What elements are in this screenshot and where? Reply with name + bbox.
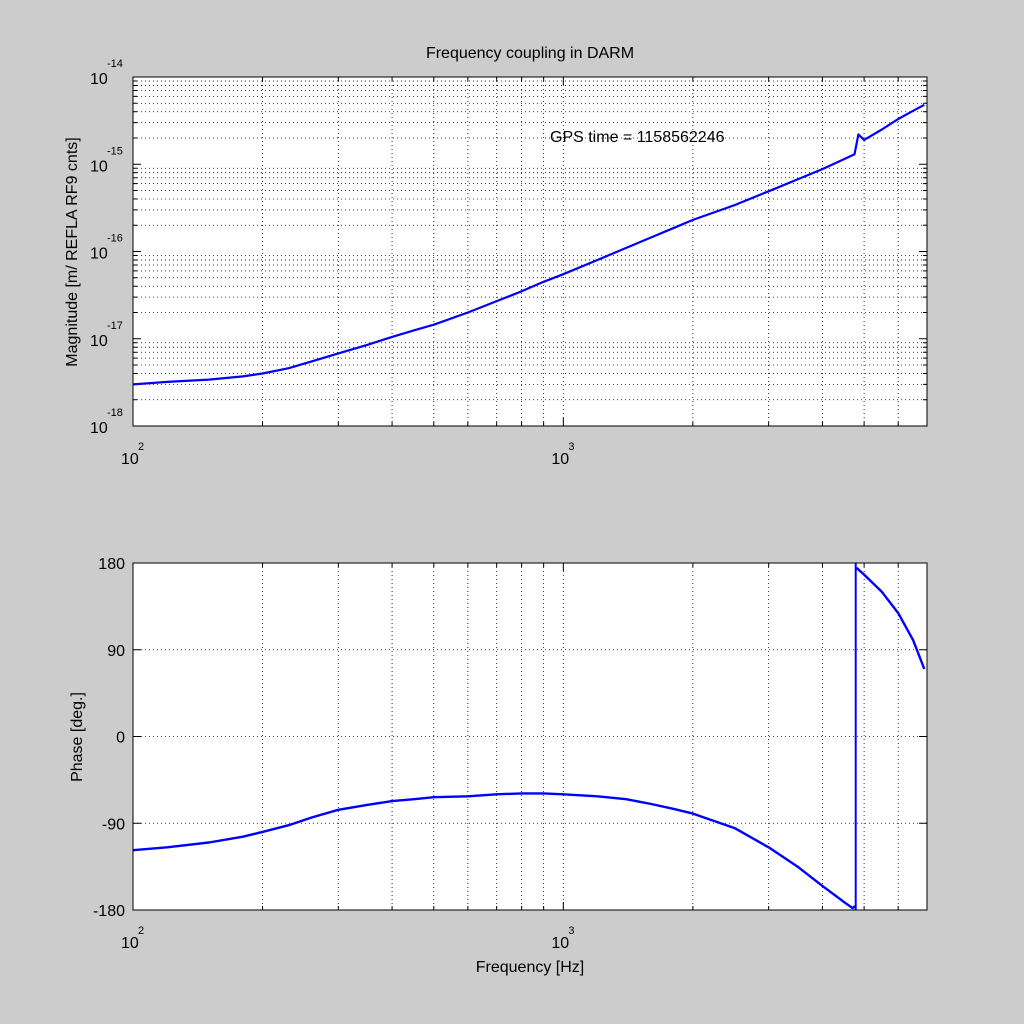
y-tick-label: 0 [116,730,125,747]
y-tick-label-base: 10 [90,71,108,88]
x-tick-label-exponent: 2 [138,925,144,937]
y-tick-label-base: 10 [90,420,108,437]
x-tick-label-base: 10 [551,935,569,952]
magnitude-annotation: GPS time = 1158562246 [550,129,725,146]
phase-series-lines [132,566,926,910]
phase-x-axis-label: Frequency [Hz] [476,959,584,976]
y-tick-label-base: 10 [90,246,108,263]
phase-series-line-2 [855,566,926,670]
magnitude-series-line [132,103,925,386]
y-tick-label-exponent: -18 [107,407,123,419]
magnitude-grid [132,77,928,426]
y-tick-label-exponent: -15 [107,145,123,157]
y-tick-label-base: 10 [90,158,108,175]
y-tick-label: -180 [93,903,125,920]
y-tick-label-exponent: -16 [107,233,123,245]
phase-y-tick-labels: -180 -90 0 90 180 [93,556,125,920]
y-tick-label-exponent: -17 [107,320,123,332]
magnitude-chart-title: Frequency coupling in DARM [426,45,634,62]
x-tick-label-exponent: 3 [568,441,574,453]
x-tick-label-exponent: 3 [568,925,574,937]
phase-y-axis-label: Phase [deg.] [69,692,86,782]
x-tick-label-base: 10 [121,935,139,952]
x-tick-label-exponent: 2 [138,441,144,453]
y-tick-label: -90 [102,816,125,833]
y-tick-label-base: 10 [90,333,108,350]
y-tick-label: 90 [107,643,125,660]
x-tick-label-base: 10 [121,451,139,468]
y-tick-label-exponent: -14 [107,58,123,70]
y-tick-label: 180 [98,556,125,573]
magnitude-axes-frame [132,76,928,427]
phase-axes-frame [132,562,928,911]
phase-grid [132,563,928,910]
magnitude-y-axis-label: Magnitude [m/ REFLA RF9 cnts] [64,137,81,366]
x-tick-label-base: 10 [551,451,569,468]
magnitude-axes-background [133,77,927,426]
phase-series-line-1 [132,792,856,910]
phase-tick-marks [132,562,928,911]
